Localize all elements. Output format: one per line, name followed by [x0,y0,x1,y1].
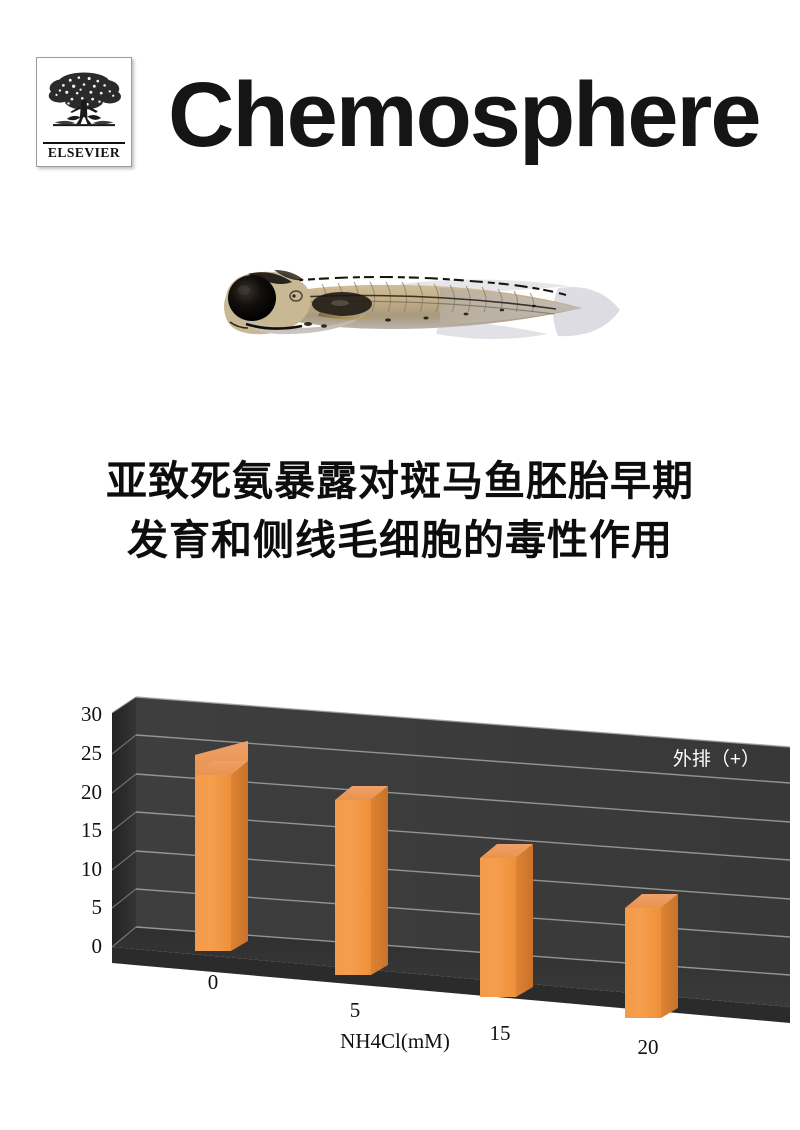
journal-header: ELSEVIER Chemosphere [0,0,800,210]
y-tick-30: 30 [81,702,102,726]
ca-flux-bar-chart: Ca2+流速（nmol·cm-2·s-1） [0,655,800,1075]
article-title-line-1: 亚致死氨暴露对斑马鱼胚胎早期 [106,458,694,504]
bar-front-0 [195,775,231,951]
x-tick-1: 5 [350,998,361,1022]
zebrafish-larva-image [190,248,630,380]
x-tick-2: 15 [490,1021,511,1045]
bar-group-1 [335,786,388,975]
gut-tube [318,312,398,320]
bar-roof-0 [195,761,248,775]
bar-group-3 [625,894,678,1018]
article-title-line-2: 发育和侧线毛细胞的毒性作用 [127,517,673,563]
article-title: 亚致死氨暴露对斑马鱼胚胎早期 发育和侧线毛细胞的毒性作用 [0,452,800,570]
dorsal-pigment-stripe [289,275,567,297]
x-axis-title: NH4Cl(mM) [340,1029,450,1053]
head-pigment-patch [248,272,292,284]
bar-roof-2 [480,844,533,858]
bar-rightface-2 [516,844,533,997]
series-legend-label: 外排（+） [673,748,760,770]
x-tick-0: 0 [208,970,219,994]
elsevier-logo: ELSEVIER [36,57,132,167]
bar-front-1 [335,800,371,975]
jaw-pigment [245,322,303,330]
y-axis-ticks: 0 5 10 15 20 25 30 [81,702,102,958]
ventral-pigment-cells [304,304,536,328]
elsevier-tree-icon [48,72,121,127]
eye-highlight [238,285,250,295]
larva-tail [440,288,582,324]
bar-rightface-3 [661,894,678,1018]
x-tick-3: 20 [638,1035,659,1059]
bar-front-2 [480,858,516,997]
bar-group-2 [480,844,533,997]
y-tick-25: 25 [81,741,102,765]
bar-front-3 [625,908,661,1018]
y-tick-20: 20 [81,780,102,804]
logo-divider [42,141,126,144]
zebrafish-larva-illustration [224,270,620,339]
bar-rightface-0 [231,761,248,951]
caudal-fin [553,286,620,337]
larva-eye [228,275,276,321]
mouth-line [229,321,249,329]
bar-group-0 [195,741,248,951]
chart-floor [112,927,790,1007]
otolith [292,294,296,298]
bar-roof-3 [625,894,678,908]
y-tick-0: 0 [92,934,103,958]
chart-left-wall-gridlines [111,696,137,948]
chart-canvas: Ca2+流速（nmol·cm-2·s-1） [81,696,791,1059]
bar-rightface-1 [371,786,388,975]
swim-bladder-highlight [331,300,349,306]
journal-name: Chemosphere [168,64,761,166]
head-pigment-patch-2 [274,270,304,281]
x-axis-ticks: 0 5 15 20 [208,970,659,1059]
y-tick-10: 10 [81,857,102,881]
publisher-name: ELSEVIER [47,144,121,160]
otic-vesicle [289,290,303,302]
y-tick-15: 15 [81,818,102,842]
chart-floor-front-edge [112,947,790,1023]
y-tick-5: 5 [92,895,103,919]
bar-roof-1 [335,786,388,800]
